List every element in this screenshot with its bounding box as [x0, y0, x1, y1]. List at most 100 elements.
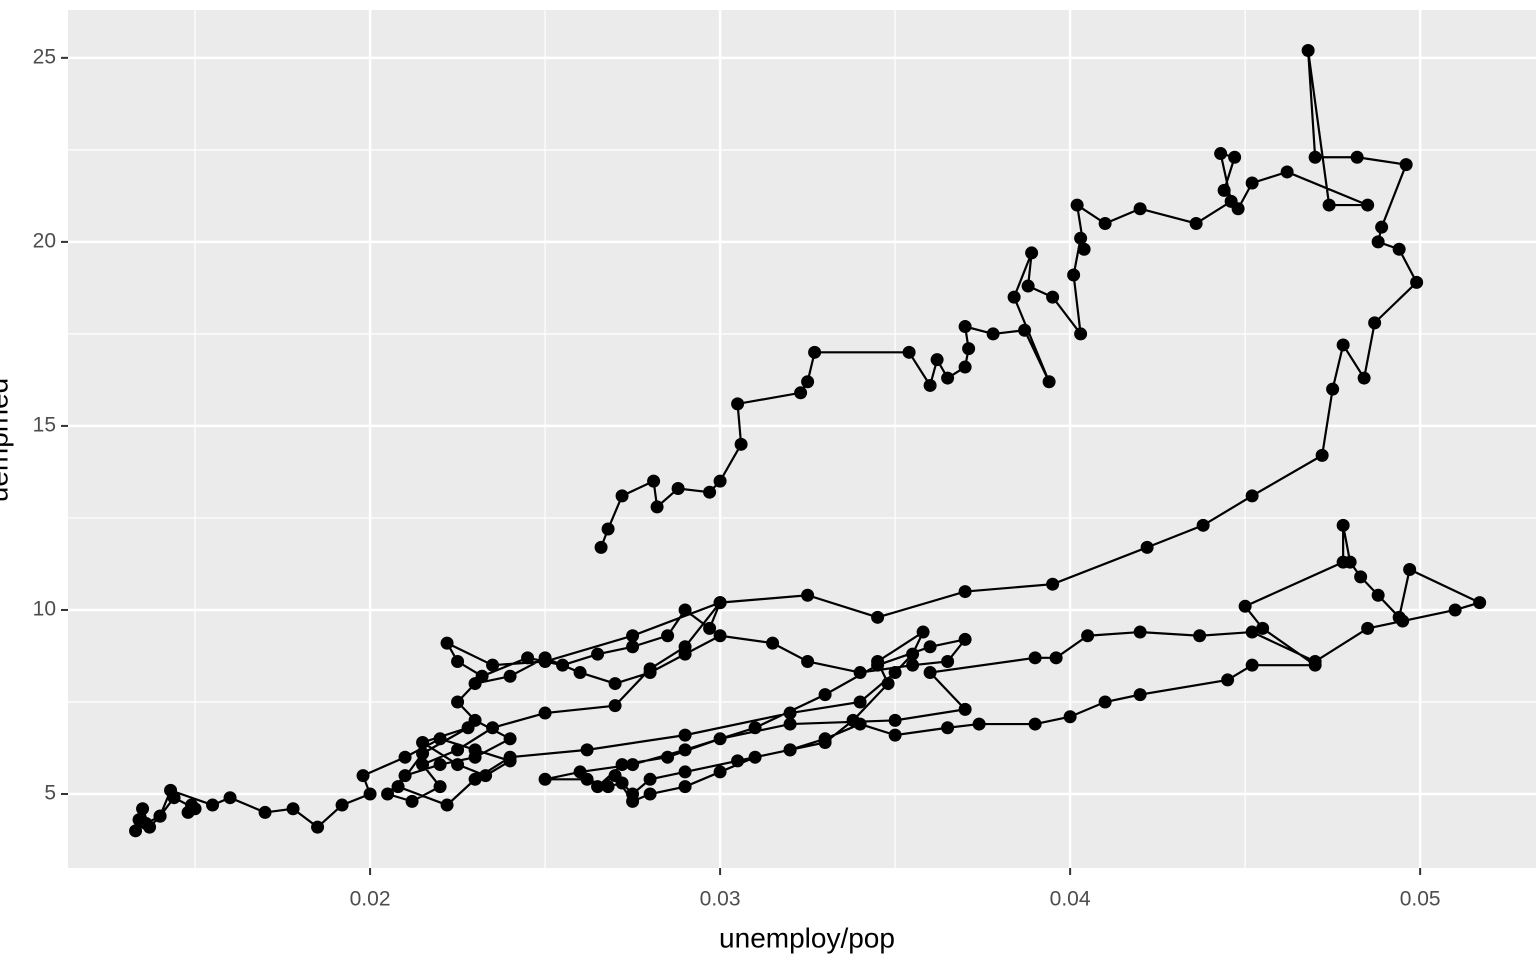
point — [521, 651, 535, 665]
point — [1336, 555, 1350, 569]
point — [1350, 150, 1364, 164]
line — [133, 50, 1483, 834]
point — [916, 625, 930, 639]
point — [1018, 323, 1032, 337]
point — [615, 776, 629, 790]
point — [1245, 658, 1259, 672]
point — [1375, 220, 1389, 234]
point — [416, 747, 430, 761]
point — [1354, 570, 1368, 584]
point — [1221, 673, 1235, 687]
point — [678, 743, 692, 757]
point — [608, 699, 622, 713]
point — [1322, 198, 1336, 212]
point — [958, 585, 972, 599]
point — [713, 765, 727, 779]
point — [734, 437, 748, 451]
point — [1245, 489, 1259, 503]
point — [1308, 658, 1322, 672]
x-tick-label: 0.04 — [1050, 888, 1091, 911]
x-tick-label: 0.05 — [1400, 888, 1441, 911]
point — [626, 787, 640, 801]
point — [643, 772, 657, 786]
point — [1042, 375, 1056, 389]
point — [678, 780, 692, 794]
point — [468, 750, 482, 764]
point — [503, 669, 517, 683]
point — [1133, 688, 1147, 702]
point — [941, 655, 955, 669]
point — [801, 375, 815, 389]
point — [1326, 382, 1340, 396]
point — [451, 655, 465, 669]
point — [468, 713, 482, 727]
point — [906, 658, 920, 672]
point — [941, 371, 955, 385]
point — [808, 345, 822, 359]
point — [1049, 651, 1063, 665]
point — [433, 758, 447, 772]
point — [713, 596, 727, 610]
point — [433, 780, 447, 794]
point — [1473, 596, 1487, 610]
point — [405, 794, 419, 808]
point — [853, 717, 867, 731]
y-tick-label: 5 — [44, 782, 56, 805]
y-tick-label: 25 — [33, 45, 56, 68]
point — [615, 758, 629, 772]
point — [608, 677, 622, 691]
point — [486, 721, 500, 735]
point — [1133, 202, 1147, 216]
point — [801, 588, 815, 602]
point — [503, 750, 517, 764]
point — [678, 728, 692, 742]
point — [923, 640, 937, 654]
point — [164, 783, 178, 797]
point — [153, 809, 167, 823]
point — [451, 743, 465, 757]
point — [818, 732, 832, 746]
point — [1140, 540, 1154, 554]
point — [713, 732, 727, 746]
point — [139, 816, 153, 830]
point — [703, 621, 717, 635]
point — [1081, 629, 1095, 643]
point — [853, 666, 867, 680]
point — [363, 787, 377, 801]
point — [801, 655, 815, 669]
point — [258, 805, 272, 819]
point — [1403, 562, 1417, 576]
point — [1336, 518, 1350, 532]
point — [783, 706, 797, 720]
point — [503, 732, 517, 746]
point — [1046, 290, 1060, 304]
x-axis-title: unemploy/pop — [719, 922, 895, 953]
point — [888, 728, 902, 742]
point — [783, 717, 797, 731]
point — [972, 717, 986, 731]
point — [1368, 316, 1382, 330]
point — [1448, 603, 1462, 617]
point — [356, 769, 370, 783]
point — [731, 754, 745, 768]
point — [223, 791, 237, 805]
point — [643, 662, 657, 676]
point — [440, 636, 454, 650]
point — [1357, 371, 1371, 385]
panel — [68, 10, 1536, 868]
point — [1238, 599, 1252, 613]
point — [766, 636, 780, 650]
point — [1245, 176, 1259, 190]
x-tick-label: 0.03 — [700, 888, 741, 911]
point — [311, 820, 325, 834]
point — [1077, 242, 1091, 256]
point — [661, 629, 675, 643]
point — [1025, 246, 1039, 260]
point — [188, 802, 202, 816]
point — [286, 802, 300, 816]
point — [594, 540, 608, 554]
point — [958, 360, 972, 374]
point — [556, 658, 570, 672]
